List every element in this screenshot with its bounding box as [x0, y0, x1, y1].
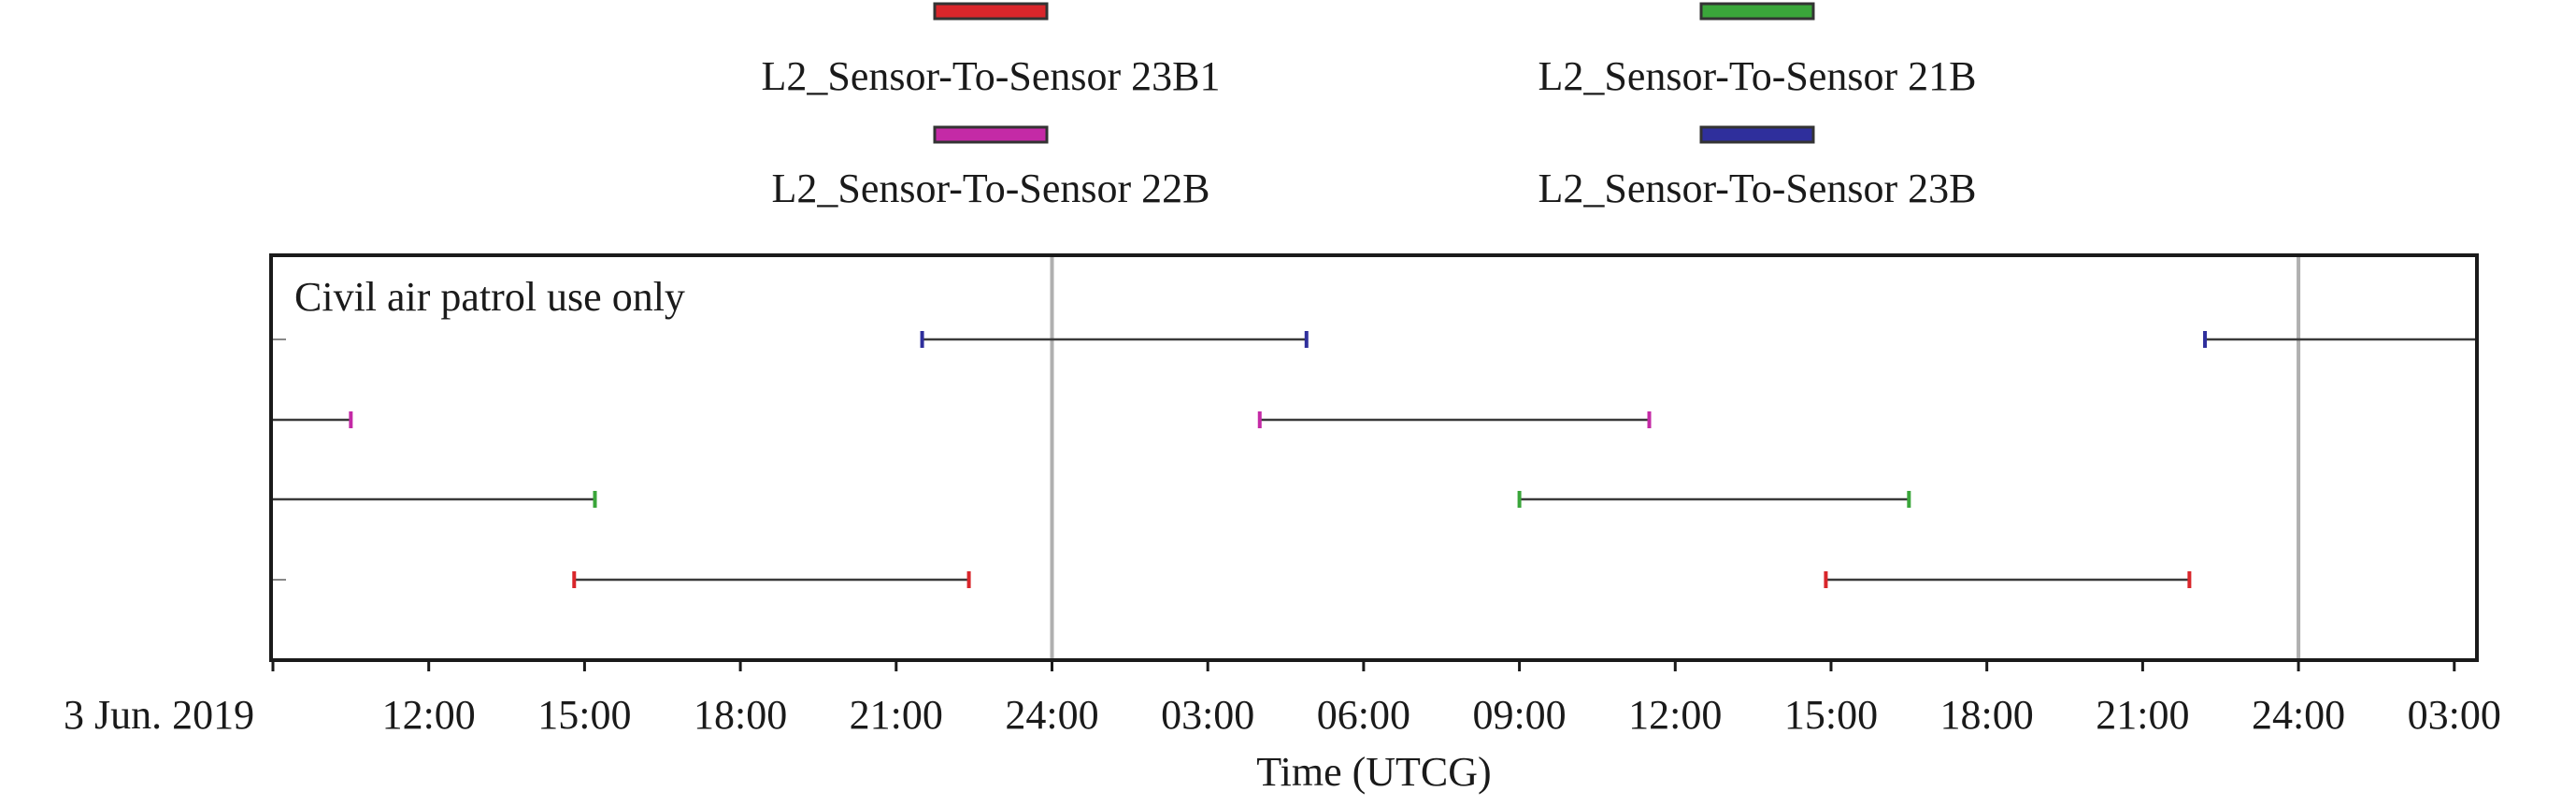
interval-bar: [1257, 411, 1652, 428]
x-tick-label: 09:00: [1472, 692, 1566, 738]
legend-label: L2_Sensor-To-Sensor 23B1: [761, 53, 1220, 99]
legend-swatch: [933, 2, 1049, 21]
interval-bar: [1517, 491, 1911, 508]
interval-bar: [273, 411, 353, 428]
interval-bar: [273, 491, 597, 508]
x-tick-label: 24:00: [1005, 692, 1098, 738]
x-tick-label: 06:00: [1317, 692, 1410, 738]
x-tick-label: 15:00: [537, 692, 631, 738]
interval-bars: [273, 331, 2475, 588]
legend-label: L2_Sensor-To-Sensor 22B: [771, 166, 1209, 211]
interval-bar: [920, 331, 1309, 348]
day-boundary-lines: [1050, 257, 2301, 658]
x-axis: 3 Jun. 2019 12:00 15:00 18:00 21:00 24:00 03:0…: [64, 658, 2501, 738]
interval-bar: [2203, 331, 2475, 348]
legend-swatch: [1699, 2, 1815, 21]
x-tick-label: 03:00: [1161, 692, 1254, 738]
legend: L2_Sensor-To-Sensor 23B1 L2_Sensor-To-Sen…: [761, 2, 1977, 211]
legend-swatch: [933, 125, 1049, 144]
x-tick-label: 18:00: [1940, 692, 2034, 738]
x-tick-label: 21:00: [2096, 692, 2189, 738]
x-tick-label: 18:00: [694, 692, 787, 738]
plot-note: Civil air patrol use only: [294, 274, 685, 320]
x-tick-label: 15:00: [1784, 692, 1878, 738]
legend-label: L2_Sensor-To-Sensor 21B: [1538, 53, 1976, 99]
x-tick-label: 12:00: [1628, 692, 1722, 738]
legend-swatch: [1699, 125, 1815, 144]
interval-bar: [572, 571, 971, 588]
x-tick-label: 24:00: [2252, 692, 2345, 738]
x-tick-label: 3 Jun. 2019: [64, 692, 254, 738]
x-tick-label: 21:00: [850, 692, 943, 738]
interval-bar: [1824, 571, 2192, 588]
plot-area: [269, 253, 2479, 662]
legend-label: L2_Sensor-To-Sensor 23B: [1538, 166, 1976, 211]
x-axis-label: Time (UTCG): [1256, 749, 1491, 795]
x-tick-label: 03:00: [2408, 692, 2501, 738]
x-tick-label: 12:00: [382, 692, 476, 738]
